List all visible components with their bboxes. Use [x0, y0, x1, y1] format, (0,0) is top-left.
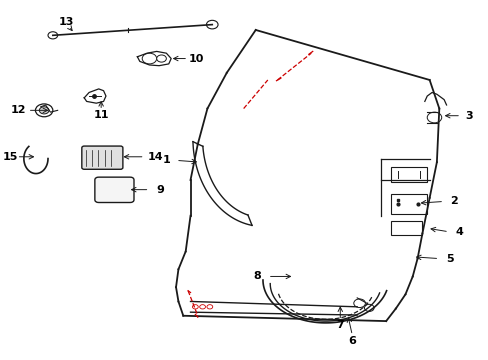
Circle shape: [142, 53, 156, 64]
FancyBboxPatch shape: [81, 146, 122, 169]
FancyBboxPatch shape: [390, 221, 422, 235]
Circle shape: [192, 305, 198, 309]
Text: 12: 12: [10, 105, 26, 115]
Text: 2: 2: [449, 197, 457, 206]
Circle shape: [39, 107, 49, 114]
FancyBboxPatch shape: [390, 167, 427, 182]
Text: 5: 5: [445, 253, 453, 264]
Circle shape: [353, 299, 365, 307]
Text: 13: 13: [59, 17, 74, 27]
Circle shape: [199, 305, 205, 309]
Text: 10: 10: [189, 54, 204, 64]
Text: 14: 14: [147, 152, 163, 162]
Text: 9: 9: [156, 185, 163, 195]
Text: 6: 6: [347, 337, 356, 346]
Text: 8: 8: [253, 271, 261, 282]
FancyBboxPatch shape: [95, 177, 134, 203]
Text: 15: 15: [2, 152, 18, 162]
Circle shape: [156, 55, 166, 62]
Text: 4: 4: [455, 227, 463, 237]
Text: 7: 7: [336, 320, 344, 330]
Text: 3: 3: [465, 111, 472, 121]
Circle shape: [364, 304, 373, 311]
FancyBboxPatch shape: [390, 194, 427, 214]
Circle shape: [206, 305, 212, 309]
Circle shape: [427, 112, 441, 123]
Circle shape: [35, 104, 53, 117]
Circle shape: [206, 20, 218, 29]
Text: 11: 11: [93, 110, 109, 120]
Circle shape: [48, 32, 58, 39]
Text: 1: 1: [162, 156, 170, 165]
